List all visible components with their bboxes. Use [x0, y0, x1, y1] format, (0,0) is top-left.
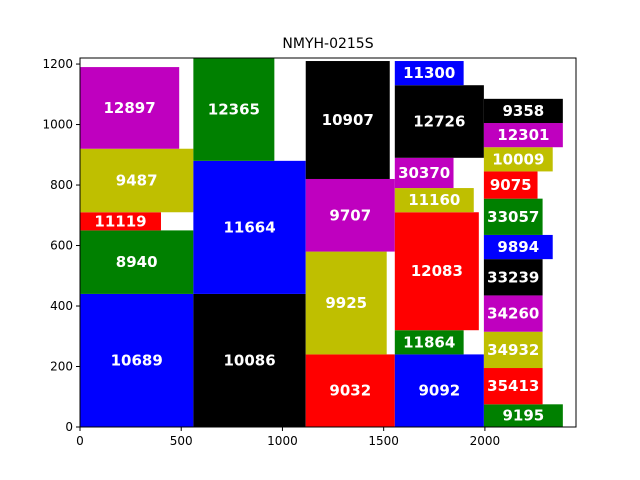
x-tick-label: 1000	[267, 434, 298, 448]
treemap-box-9925	[305, 251, 387, 355]
y-tick-label: 200	[50, 360, 73, 374]
x-tick-label: 500	[170, 434, 193, 448]
treemap-box-33057	[483, 198, 543, 235]
box-label-12083: 12083	[411, 262, 463, 280]
box-label-9707: 9707	[329, 206, 371, 224]
y-tick-label: 600	[50, 239, 73, 253]
box-label-33057: 33057	[487, 208, 539, 226]
box-label-11119: 11119	[94, 212, 146, 230]
treemap-box-12726	[394, 85, 484, 158]
y-tick-label: 1200	[42, 57, 73, 71]
treemap-box-12897	[80, 67, 180, 149]
treemap-box-9092	[394, 354, 484, 427]
treemap-box-10086	[193, 293, 306, 427]
treemap-box-33239	[483, 259, 543, 296]
box-label-33239: 33239	[487, 268, 539, 286]
treemap-box-8940	[80, 230, 194, 294]
box-label-9092: 9092	[418, 382, 460, 400]
box-label-34260: 34260	[487, 305, 539, 323]
treemap-box-30370	[394, 157, 454, 189]
treemap-box-9195	[483, 404, 563, 427]
axes-frame	[79, 57, 577, 428]
treemap-box-10009	[483, 147, 553, 172]
y-tick-label: 800	[50, 178, 73, 192]
box-label-11160: 11160	[408, 191, 460, 209]
treemap-boxes	[80, 58, 563, 427]
treemap-box-10689	[80, 293, 194, 427]
treemap-box-11664	[193, 160, 306, 294]
box-label-9894: 9894	[497, 238, 539, 256]
y-tick-label: 1000	[42, 118, 73, 132]
box-label-11864: 11864	[403, 333, 455, 351]
box-label-34932: 34932	[487, 341, 539, 359]
treemap-box-9075	[483, 171, 538, 199]
box-label-12365: 12365	[208, 100, 260, 118]
box-label-9358: 9358	[502, 102, 544, 120]
box-label-10086: 10086	[223, 351, 275, 369]
box-label-8940: 8940	[116, 253, 158, 271]
box-label-10009: 10009	[492, 150, 544, 168]
treemap-box-34932	[483, 331, 543, 369]
treemap-labels: 10689 8940 11119 9487 12897 10086 11664 12365 90…	[94, 64, 549, 425]
treemap-box-34260	[483, 295, 543, 332]
axis-ticks: 0 500 1000 1500 2000 0 200 400 600 800 1000 1200	[42, 57, 500, 448]
treemap-box-11119	[80, 212, 161, 231]
treemap-box-9707	[305, 178, 395, 252]
x-tick-label: 2000	[470, 434, 501, 448]
box-label-9487: 9487	[116, 171, 158, 189]
y-tick-label: 0	[65, 420, 73, 434]
box-label-9925: 9925	[325, 294, 367, 312]
treemap-box-11160	[394, 188, 474, 213]
box-label-35413: 35413	[487, 377, 539, 395]
box-label-12301: 12301	[497, 126, 549, 144]
treemap-box-10907	[305, 61, 390, 179]
treemap-box-9487	[80, 148, 194, 213]
treemap-box-12365	[193, 58, 275, 161]
treemap-box-9358	[483, 98, 563, 124]
box-label-9075: 9075	[490, 176, 532, 194]
box-label-9032: 9032	[329, 382, 371, 400]
box-label-11300: 11300	[403, 64, 455, 82]
treemap-box-9032	[305, 354, 395, 427]
box-label-12897: 12897	[104, 99, 156, 117]
chart-title: NMYH-0215S	[282, 36, 373, 52]
y-tick-label: 400	[50, 299, 73, 313]
treemap-box-12083	[394, 212, 479, 331]
box-label-10907: 10907	[322, 111, 374, 129]
treemap-box-12301	[483, 123, 563, 148]
box-label-12726: 12726	[413, 113, 465, 131]
treemap-box-11300	[394, 61, 464, 86]
box-label-10689: 10689	[111, 351, 163, 369]
treemap-box-9894	[483, 234, 553, 260]
box-label-30370: 30370	[398, 164, 450, 182]
x-tick-label: 1500	[368, 434, 399, 448]
treemap-box-35413	[483, 368, 543, 405]
treemap-box-11864	[394, 330, 464, 355]
box-label-11664: 11664	[223, 218, 275, 236]
box-label-9195: 9195	[502, 407, 544, 425]
x-tick-label: 0	[76, 434, 84, 448]
